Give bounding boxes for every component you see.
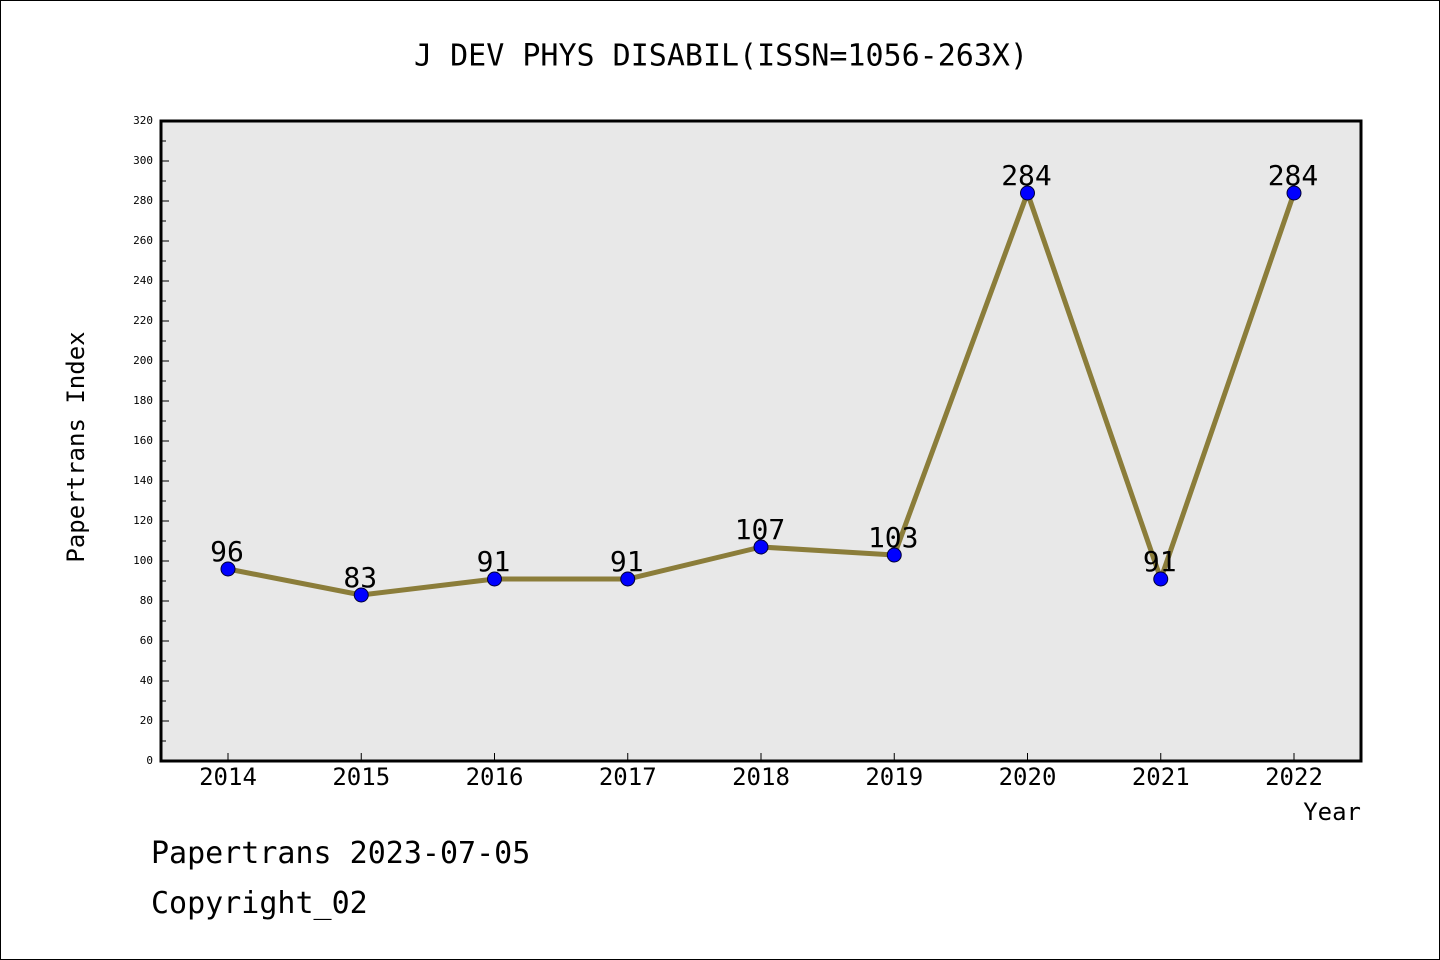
y-tick-label: 240	[133, 274, 153, 287]
y-tick-label: 60	[140, 634, 153, 647]
y-tick-label: 220	[133, 314, 153, 327]
y-tick-label: 300	[133, 154, 153, 167]
y-tick-label: 80	[140, 594, 153, 607]
y-tick-label: 160	[133, 434, 153, 447]
data-label: 103	[868, 521, 919, 554]
data-label: 284	[1001, 159, 1052, 192]
y-axis: 0 20 40 60 80 100 120 140 160 180 200 220 240 260 280 3…	[133, 114, 169, 767]
x-tick-label: 2019	[865, 763, 923, 791]
data-label: 91	[1143, 545, 1177, 578]
x-tick-label: 2017	[599, 763, 657, 791]
x-axis-label: Year	[1303, 798, 1361, 826]
data-point	[1153, 571, 1169, 587]
x-tick-label: 2018	[732, 763, 790, 791]
data-point	[1286, 185, 1302, 201]
y-tick-label: 200	[133, 354, 153, 367]
data-label: 96	[210, 535, 244, 568]
chart-title: J DEV PHYS DISABIL(ISSN=1056-263X)	[414, 39, 1028, 74]
y-tick-label: 0	[146, 754, 153, 767]
y-tick-label: 260	[133, 234, 153, 247]
y-tick-label: 20	[140, 714, 153, 727]
y-tick-label: 100	[133, 554, 153, 567]
x-tick-label: 2021	[1132, 763, 1190, 791]
y-axis-label: Papertrans Index	[62, 331, 90, 562]
y-tick-label: 180	[133, 394, 153, 407]
y-tick-label: 320	[133, 114, 153, 127]
x-tick-label: 2016	[466, 763, 524, 791]
series-layer: 96 83 91 91 107 103 284 91 284	[210, 159, 1319, 603]
footer-copyright: Copyright_02	[151, 886, 368, 921]
data-point	[487, 571, 502, 587]
data-label: 284	[1268, 159, 1319, 192]
data-point	[620, 571, 636, 587]
data-point	[220, 561, 236, 577]
x-tick-label: 2020	[999, 763, 1057, 791]
x-tick-label: 2015	[332, 763, 390, 791]
plot-area	[159, 119, 1363, 763]
data-point	[353, 587, 369, 603]
data-point	[1020, 185, 1035, 201]
footer-date: Papertrans 2023-07-05	[151, 836, 531, 871]
x-axis: 2014 2015 2016 2017 2018 2019 2020 2021 2022	[199, 753, 1323, 791]
y-tick-label: 120	[133, 514, 153, 527]
data-label: 83	[343, 561, 377, 594]
x-tick-label: 2022	[1265, 763, 1323, 791]
data-label: 91	[610, 545, 644, 578]
y-tick-label: 280	[133, 194, 153, 207]
data-point	[886, 547, 902, 563]
data-label: 91	[477, 545, 511, 578]
data-label: 107	[735, 513, 786, 546]
data-point	[753, 539, 769, 555]
x-tick-label: 2014	[199, 763, 257, 791]
y-tick-label: 40	[140, 674, 153, 687]
y-tick-label: 140	[133, 474, 153, 487]
